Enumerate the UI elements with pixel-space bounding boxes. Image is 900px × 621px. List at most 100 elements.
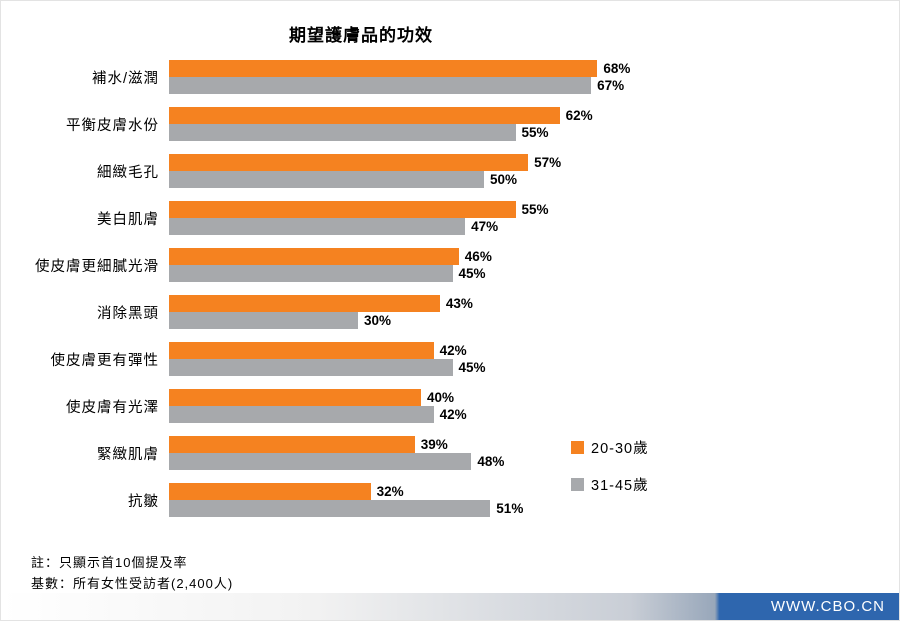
category-label: 抗皺 xyxy=(128,493,159,510)
bar-series-0 xyxy=(169,436,415,453)
bar-row: 42% xyxy=(169,342,486,359)
value-label: 51% xyxy=(496,501,524,516)
value-label: 48% xyxy=(477,454,505,469)
bar-row: 51% xyxy=(169,500,523,517)
footer-banner: WWW.CBO.CN xyxy=(1,593,899,620)
bar-pair: 40% 42% xyxy=(169,389,467,423)
category-label: 緊緻肌膚 xyxy=(97,446,159,463)
value-label: 50% xyxy=(490,172,518,187)
bar-series-1 xyxy=(169,124,516,141)
bar-row: 30% xyxy=(169,312,473,329)
bar-row: 43% xyxy=(169,295,473,312)
value-label: 67% xyxy=(597,78,625,93)
bar-row: 47% xyxy=(169,218,549,235)
value-label: 30% xyxy=(364,313,392,328)
value-label: 55% xyxy=(521,125,549,140)
bar-row: 46% xyxy=(169,248,492,265)
bar-series-0 xyxy=(169,389,421,406)
bar-series-1 xyxy=(169,171,484,188)
legend-item: 20-30歲 xyxy=(571,437,649,458)
legend-swatch-icon xyxy=(571,478,584,491)
bar-row: 45% xyxy=(169,359,486,376)
chart-group: 抗皺 32% 51% xyxy=(9,483,899,517)
bar-series-1 xyxy=(169,500,491,517)
bar-row: 68% xyxy=(169,60,630,77)
chart-group: 美白肌膚 55% 47% xyxy=(9,201,899,235)
chart-title: 期望護膚品的功效 xyxy=(289,26,433,45)
legend-label: 20-30歲 xyxy=(591,441,649,457)
value-label: 55% xyxy=(521,202,549,217)
chart-group: 平衡皮膚水份 62% 55% xyxy=(9,107,899,141)
chart-group: 消除黑頭 43% 30% xyxy=(9,295,899,329)
chart-notes: 註：只顯示首10個提及率基數：所有女性受訪者(2,400人) xyxy=(31,552,233,594)
watermark-text: WWW.CBO.CN xyxy=(770,598,885,615)
value-label: 45% xyxy=(458,360,486,375)
bar-pair: 55% 47% xyxy=(169,201,549,235)
bar-pair: 46% 45% xyxy=(169,248,492,282)
bar-row: 39% xyxy=(169,436,504,453)
bar-row: 67% xyxy=(169,77,630,94)
category-label: 消除黑頭 xyxy=(97,305,159,322)
bar-series-1 xyxy=(169,312,358,329)
bar-series-1 xyxy=(169,453,472,470)
bar-pair: 42% 45% xyxy=(169,342,486,376)
bar-row: 62% xyxy=(169,107,593,124)
bar-pair: 43% 30% xyxy=(169,295,473,329)
value-label: 68% xyxy=(603,61,631,76)
chart-group: 使皮膚更有彈性 42% 45% xyxy=(9,342,899,376)
bar-row: 40% xyxy=(169,389,467,406)
bar-series-1 xyxy=(169,265,453,282)
bar-series-0 xyxy=(169,248,459,265)
value-label: 46% xyxy=(464,249,492,264)
bar-series-1 xyxy=(169,359,453,376)
chart-rows: 補水/滋潤 68% 67% 平衡皮膚水份 62% 55% 細緻毛孔 57% 50% 美白肌膚 55%… xyxy=(9,60,899,517)
bar-series-1 xyxy=(169,218,466,235)
value-label: 43% xyxy=(445,296,473,311)
value-label: 42% xyxy=(439,343,467,358)
category-label: 補水/滋潤 xyxy=(91,70,159,87)
category-label: 美白肌膚 xyxy=(97,211,159,228)
chart-group: 使皮膚有光澤 40% 42% xyxy=(9,389,899,423)
bar-row: 32% xyxy=(169,483,523,500)
chart-group: 補水/滋潤 68% 67% xyxy=(9,60,899,94)
value-label: 40% xyxy=(427,390,455,405)
legend-swatch-icon xyxy=(571,441,584,454)
value-label: 47% xyxy=(471,219,499,234)
bar-series-0 xyxy=(169,342,434,359)
bar-series-1 xyxy=(169,77,592,94)
value-label: 39% xyxy=(420,437,448,452)
bar-row: 42% xyxy=(169,406,467,423)
note-line: 註：只顯示首10個提及率 xyxy=(31,555,188,570)
value-label: 32% xyxy=(376,484,404,499)
bar-series-0 xyxy=(169,107,560,124)
legend-label: 31-45歲 xyxy=(591,478,649,494)
bar-chart: 補水/滋潤 68% 67% 平衡皮膚水份 62% 55% 細緻毛孔 57% 50% 美白肌膚 55%… xyxy=(1,60,899,517)
bar-pair: 62% 55% xyxy=(169,107,593,141)
bar-series-0 xyxy=(169,295,440,312)
category-label: 使皮膚更細膩光滑 xyxy=(35,258,159,275)
bar-row: 55% xyxy=(169,124,593,141)
bar-series-0 xyxy=(169,201,516,218)
note-line: 基數：所有女性受訪者(2,400人) xyxy=(31,576,234,591)
bar-row: 50% xyxy=(169,171,561,188)
chart-legend: 20-30歲 31-45歲 xyxy=(571,437,649,511)
bar-pair: 57% 50% xyxy=(169,154,561,188)
value-label: 42% xyxy=(439,407,467,422)
bar-series-1 xyxy=(169,406,434,423)
legend-item: 31-45歲 xyxy=(571,474,649,495)
bar-row: 48% xyxy=(169,453,504,470)
bar-pair: 32% 51% xyxy=(169,483,523,517)
bar-pair: 39% 48% xyxy=(169,436,504,470)
category-label: 平衡皮膚水份 xyxy=(66,117,159,134)
category-label: 細緻毛孔 xyxy=(97,164,159,181)
bar-row: 55% xyxy=(169,201,549,218)
chart-group: 使皮膚更細膩光滑 46% 45% xyxy=(9,248,899,282)
bar-row: 57% xyxy=(169,154,561,171)
bar-row: 45% xyxy=(169,265,492,282)
value-label: 57% xyxy=(534,155,562,170)
value-label: 62% xyxy=(565,108,593,123)
chart-group: 細緻毛孔 57% 50% xyxy=(9,154,899,188)
bar-series-0 xyxy=(169,483,371,500)
value-label: 45% xyxy=(458,266,486,281)
